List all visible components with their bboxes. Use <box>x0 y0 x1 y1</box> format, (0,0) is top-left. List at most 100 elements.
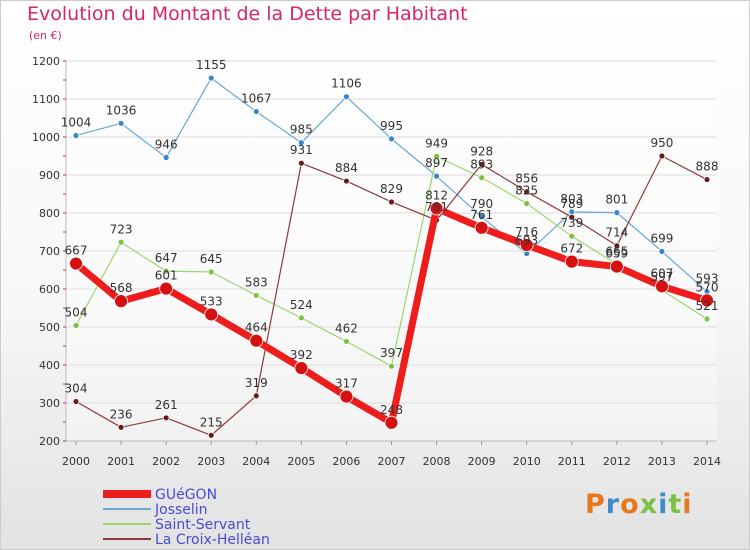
data-label-josselin: 803 <box>560 192 583 206</box>
data-point-saint-servant <box>297 314 305 322</box>
data-point-saint-servant <box>117 238 125 246</box>
data-point-gu-gon <box>249 333 264 348</box>
data-label-la-croix-hell-an: 236 <box>110 407 133 421</box>
data-label-saint-servant: 723 <box>110 222 133 236</box>
data-label-saint-servant: 597 <box>650 270 673 284</box>
data-label-gu-gon: 570 <box>696 280 719 294</box>
data-point-saint-servant <box>703 315 711 323</box>
data-point-la-croix-hell-an <box>613 242 621 250</box>
data-point-saint-servant <box>478 174 486 182</box>
y-tick-label: 400 <box>39 359 60 372</box>
data-label-gu-gon: 317 <box>335 377 358 391</box>
y-tick-label: 300 <box>39 397 60 410</box>
x-tick-label: 2004 <box>242 455 270 468</box>
data-label-josselin: 1036 <box>106 103 137 117</box>
legend-label-saint-servant: Saint-Servant <box>155 517 251 533</box>
data-label-saint-servant: 583 <box>245 275 268 289</box>
data-point-la-croix-hell-an <box>343 177 350 185</box>
data-point-la-croix-hell-an <box>658 152 666 160</box>
data-label-josselin: 1067 <box>241 92 272 106</box>
data-point-josselin <box>658 247 666 255</box>
data-label-josselin: 699 <box>650 231 673 245</box>
data-label-josselin: 946 <box>155 138 178 152</box>
x-tick-label: 2002 <box>152 455 180 468</box>
legend-label-la-croix-hell-an: La Croix-Helléan <box>155 532 270 548</box>
data-label-la-croix-hell-an: 781 <box>425 200 448 214</box>
data-label-gu-gon: 533 <box>200 294 223 308</box>
data-label-gu-gon: 672 <box>560 242 583 256</box>
data-label-gu-gon: 667 <box>65 244 88 258</box>
data-label-la-croix-hell-an: 884 <box>335 161 358 175</box>
data-label-la-croix-hell-an: 261 <box>155 398 178 412</box>
data-point-la-croix-hell-an <box>523 188 531 196</box>
data-point-josselin <box>162 154 170 161</box>
data-point-josselin <box>252 108 260 115</box>
data-point-gu-gon <box>339 389 354 404</box>
data-label-la-croix-hell-an: 319 <box>245 376 268 390</box>
legend-label-gu-gon: GUéGON <box>155 487 217 503</box>
data-label-gu-gon: 716 <box>515 225 538 239</box>
data-label-saint-servant: 397 <box>380 346 403 360</box>
data-label-josselin: 593 <box>696 272 719 286</box>
y-tick-label: 1100 <box>32 93 60 106</box>
chart-subtitle: (en €) <box>29 29 62 42</box>
data-point-josselin <box>72 132 80 139</box>
logo-letter: x <box>639 489 659 520</box>
data-label-josselin: 1004 <box>61 115 92 129</box>
data-point-gu-gon <box>429 201 444 216</box>
data-point-la-croix-hell-an <box>117 423 125 431</box>
data-point-saint-servant <box>568 232 576 240</box>
data-label-la-croix-hell-an: 856 <box>515 172 538 186</box>
data-label-gu-gon: 761 <box>470 208 493 222</box>
x-tick-label: 2000 <box>62 455 90 468</box>
data-point-la-croix-hell-an <box>72 398 80 405</box>
data-point-gu-gon <box>384 415 399 430</box>
data-point-la-croix-hell-an <box>478 160 486 168</box>
x-tick-label: 2006 <box>332 455 360 468</box>
data-label-gu-gon: 607 <box>650 266 673 280</box>
data-label-saint-servant: 825 <box>515 184 538 198</box>
data-label-saint-servant: 645 <box>200 252 223 266</box>
data-point-la-croix-hell-an <box>162 414 170 422</box>
x-tick-label: 2014 <box>693 455 721 468</box>
y-tick-label: 200 <box>39 435 60 448</box>
data-point-gu-gon <box>700 293 714 308</box>
data-label-josselin: 1155 <box>196 58 227 72</box>
data-label-gu-gon: 464 <box>245 321 268 335</box>
y-tick-label: 1000 <box>32 131 60 144</box>
data-point-josselin <box>388 135 395 143</box>
data-label-la-croix-hell-an: 714 <box>605 226 628 240</box>
data-label-la-croix-hell-an: 215 <box>200 415 223 429</box>
data-label-saint-servant: 949 <box>425 136 448 150</box>
x-tick-label: 2013 <box>648 455 676 468</box>
data-point-josselin <box>343 93 350 101</box>
data-point-gu-gon <box>474 220 489 235</box>
data-point-gu-gon <box>655 279 669 294</box>
data-point-la-croix-hell-an <box>207 431 215 439</box>
data-label-la-croix-hell-an: 789 <box>560 197 583 211</box>
logo-letter: t <box>668 489 683 520</box>
data-label-saint-servant: 647 <box>155 251 178 265</box>
x-tick-label: 2010 <box>513 455 541 468</box>
x-tick-label: 2008 <box>423 455 451 468</box>
data-label-josselin: 897 <box>425 156 448 170</box>
legend-label-josselin: Josselin <box>154 502 208 518</box>
data-label-saint-servant: 739 <box>560 216 583 230</box>
data-point-la-croix-hell-an <box>252 392 260 400</box>
y-tick-label: 800 <box>39 207 60 220</box>
logo-letter: P <box>585 489 606 520</box>
data-point-gu-gon <box>159 281 174 296</box>
data-point-la-croix-hell-an <box>388 198 395 206</box>
data-label-josselin: 790 <box>470 197 493 211</box>
y-tick-label: 1200 <box>32 55 60 68</box>
data-point-josselin <box>117 119 125 127</box>
logo-letter: o <box>620 489 640 520</box>
data-point-saint-servant <box>72 322 80 329</box>
data-point-gu-gon <box>609 259 624 274</box>
data-point-saint-servant <box>252 292 260 299</box>
data-label-la-croix-hell-an: 931 <box>290 143 313 157</box>
data-label-josselin: 693 <box>515 234 538 248</box>
data-label-saint-servant: 524 <box>290 298 313 312</box>
